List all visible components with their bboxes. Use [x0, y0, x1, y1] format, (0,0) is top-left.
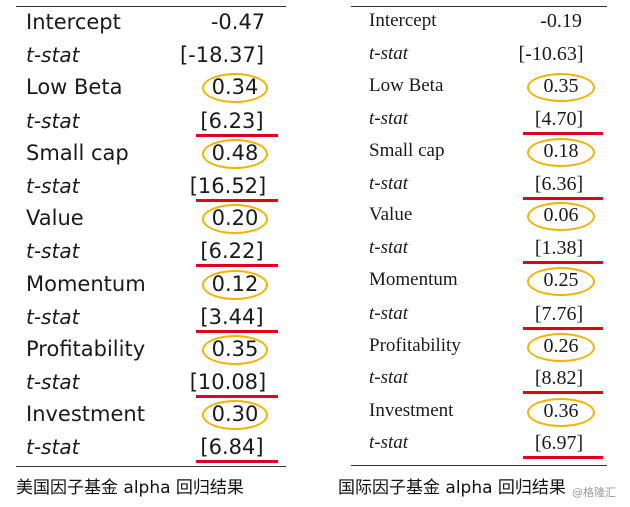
highlight-underline [523, 132, 603, 135]
row-value: [-10.63] [518, 43, 584, 65]
row-value: [3.44] [200, 305, 264, 329]
row-value: -0.47 [210, 10, 266, 34]
row-label-low-beta: Low Beta [26, 75, 123, 99]
row-label-tstat: t-stat [26, 43, 80, 67]
row-label-tstat: t-stat [369, 367, 409, 388]
row-label-low-beta: Low Beta [369, 75, 444, 96]
highlight-underline [196, 395, 278, 398]
row-value: [8.82] [534, 367, 584, 389]
watermark-logo: @格隆汇 [572, 486, 616, 499]
table-top-rule [351, 6, 607, 7]
row-value: [6.36] [534, 173, 584, 195]
highlight-circle [527, 398, 595, 427]
intl-table-caption: 国际因子基金 alpha 回归结果 [338, 478, 566, 498]
row-value: 0.35 [543, 75, 579, 97]
row-label-momentum: Momentum [369, 269, 458, 290]
row-label-profitability: Profitability [26, 337, 146, 361]
row-value: 0.20 [211, 206, 259, 230]
row-label-intercept: Intercept [369, 10, 437, 31]
row-label-tstat: t-stat [369, 43, 409, 64]
row-value: 0.18 [543, 140, 579, 162]
row-value: [6.23] [200, 109, 264, 133]
row-value: [6.22] [200, 239, 264, 263]
highlight-circle [202, 204, 268, 234]
highlight-circle [202, 270, 268, 300]
highlight-circle [527, 267, 595, 296]
row-label-small-cap: Small cap [26, 141, 129, 165]
row-value: 0.48 [211, 141, 259, 165]
highlight-underline [523, 456, 603, 459]
row-label-tstat: t-stat [369, 303, 409, 324]
row-value: 0.26 [543, 335, 579, 357]
row-label-tstat: t-stat [369, 108, 409, 129]
highlight-underline [196, 460, 278, 463]
highlight-circle [202, 400, 268, 430]
highlight-circle [527, 202, 595, 231]
table-bottom-rule [16, 466, 286, 467]
row-value: -0.19 [540, 10, 582, 32]
highlight-underline [523, 391, 603, 394]
table-bottom-rule [351, 465, 607, 466]
row-label-small-cap: Small cap [369, 140, 445, 161]
highlight-circle [202, 73, 268, 103]
highlight-underline [523, 327, 603, 330]
row-label-investment: Investment [369, 400, 454, 421]
row-label-tstat: t-stat [369, 237, 409, 258]
table-top-rule [16, 6, 286, 7]
row-value: [-18.37] [179, 43, 265, 67]
row-label-value: Value [26, 206, 84, 230]
highlight-circle [527, 333, 595, 362]
row-label-tstat: t-stat [26, 435, 80, 459]
row-label-tstat: t-stat [26, 370, 80, 394]
row-value: 0.35 [211, 337, 259, 361]
highlight-circle [202, 139, 268, 169]
row-label-tstat: t-stat [369, 173, 409, 194]
highlight-circle [527, 73, 595, 102]
row-value: [10.08] [189, 370, 267, 394]
highlight-underline [523, 261, 603, 264]
row-value: 0.36 [543, 400, 579, 422]
highlight-underline [196, 134, 278, 137]
row-label-profitability: Profitability [369, 335, 461, 356]
row-value: 0.25 [543, 269, 579, 291]
highlight-circle [527, 138, 595, 167]
highlight-circle [202, 335, 268, 365]
row-label-tstat: t-stat [369, 432, 409, 453]
row-label-tstat: t-stat [26, 174, 80, 198]
highlight-underline [196, 330, 278, 333]
row-value: [4.70] [534, 108, 584, 130]
row-label-tstat: t-stat [26, 239, 80, 263]
row-value: 0.34 [211, 75, 259, 99]
highlight-underline [196, 199, 278, 202]
row-label-momentum: Momentum [26, 272, 146, 296]
row-value: [6.97] [534, 432, 584, 454]
row-label-value: Value [369, 204, 413, 225]
row-label-investment: Investment [26, 402, 145, 426]
row-value: [1.38] [534, 237, 584, 259]
row-value: 0.06 [543, 204, 579, 226]
row-label-intercept: Intercept [26, 10, 121, 34]
row-value: [16.52] [189, 174, 267, 198]
row-value: [6.84] [200, 435, 264, 459]
row-label-tstat: t-stat [26, 305, 80, 329]
highlight-underline [523, 197, 603, 200]
row-value: [7.76] [534, 303, 584, 325]
row-value: 0.12 [211, 272, 259, 296]
highlight-underline [196, 264, 278, 267]
us-table-caption: 美国因子基金 alpha 回归结果 [16, 478, 244, 498]
row-value: 0.30 [211, 402, 259, 426]
row-label-tstat: t-stat [26, 109, 80, 133]
